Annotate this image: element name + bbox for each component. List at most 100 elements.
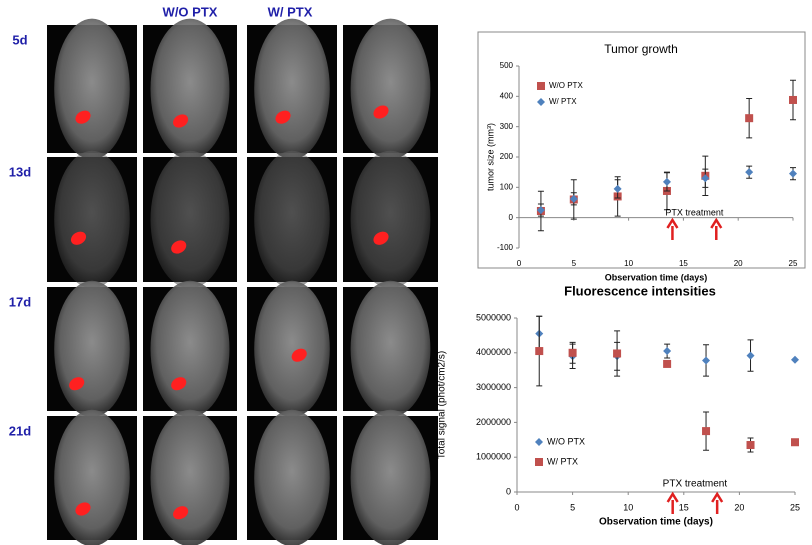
data-point	[746, 351, 755, 360]
data-point	[791, 438, 799, 447]
data-point	[536, 206, 545, 215]
fluorescence-spot	[291, 348, 307, 362]
mouse-body	[150, 409, 230, 545]
row-label: 13d	[9, 164, 31, 179]
data-point	[663, 347, 672, 356]
mouse-body	[254, 18, 330, 160]
fluorescence-spot	[70, 231, 87, 245]
mouse-body	[350, 18, 431, 160]
y-tick-label: 200	[500, 152, 514, 161]
y-tick-label: -100	[497, 243, 514, 252]
annotation: PTX treatment	[663, 479, 728, 490]
x-tick-label: 10	[624, 259, 633, 268]
x-tick-label: 5	[570, 502, 575, 512]
data-point	[702, 356, 711, 365]
mouse-body	[150, 18, 230, 160]
legend-marker	[535, 458, 543, 466]
data-point	[701, 174, 710, 183]
fluorescence-spot	[373, 105, 389, 119]
legend-marker	[537, 82, 545, 90]
y-tick-label: 100	[500, 182, 514, 191]
mouse-body	[54, 150, 130, 289]
fluorescence-spot	[171, 377, 187, 391]
mouse-body	[150, 280, 230, 418]
data-point	[662, 177, 671, 186]
mouse-body	[54, 280, 130, 418]
x-tick-label: 25	[789, 259, 798, 268]
x-tick-label: 0	[517, 259, 522, 268]
y-tick-label: 0	[509, 213, 514, 222]
x-tick-label: 15	[679, 502, 689, 512]
column-header: W/ PTX	[268, 4, 313, 19]
data-point	[745, 168, 754, 177]
mouse-body	[54, 409, 130, 545]
fluorescence-spot	[173, 506, 189, 520]
y-tick-label: 0	[506, 486, 511, 496]
legend-marker	[537, 98, 545, 106]
x-tick-label: 25	[790, 502, 800, 512]
fluorescence-spot	[373, 231, 389, 245]
data-point	[568, 348, 577, 357]
arrow	[666, 491, 679, 514]
chart-border	[477, 31, 806, 269]
data-point	[613, 184, 622, 193]
annotation: PTX treatment	[665, 207, 724, 217]
mouse-body	[150, 150, 230, 289]
y-axis-label: Total signal (phot/cm2/s)	[437, 351, 448, 459]
legend-marker	[535, 438, 543, 446]
y-tick-label: 500	[500, 61, 514, 70]
y-tick-label: 3000000	[476, 382, 511, 392]
mouse-body	[350, 409, 431, 545]
fluorescence-spot	[75, 110, 91, 124]
data-point	[746, 441, 755, 450]
y-tick-label: 1000000	[476, 452, 511, 462]
x-tick-label: 15	[679, 259, 688, 268]
fluorescence-spot	[171, 240, 187, 254]
x-axis-label: Observation time (days)	[605, 272, 708, 282]
data-point	[789, 169, 797, 178]
photo-grid	[47, 18, 438, 545]
data-point	[745, 114, 754, 123]
legend-label: W/O PTX	[547, 436, 585, 446]
arrow	[711, 491, 724, 514]
mouse-body	[254, 150, 330, 289]
arrow	[666, 217, 679, 240]
arrow	[710, 217, 723, 240]
x-tick-label: 20	[734, 259, 743, 268]
fluorescence-spot	[173, 114, 189, 128]
row-label: 21d	[9, 423, 31, 438]
data-point	[535, 347, 544, 356]
data-point	[702, 427, 711, 436]
fluorescence-spot	[275, 110, 291, 124]
row-label: 17d	[9, 294, 31, 309]
mouse-body	[54, 18, 130, 160]
x-tick-label: 20	[734, 502, 744, 512]
chart-title: Tumor growth	[604, 42, 678, 56]
column-header: W/O PTX	[163, 4, 218, 19]
mouse-body	[254, 280, 330, 418]
y-tick-label: 4000000	[476, 347, 511, 357]
mouse-body	[350, 280, 431, 418]
y-tick-label: 2000000	[476, 417, 511, 427]
fluorescence-spot	[75, 502, 91, 516]
fluorescence-spot	[69, 377, 85, 391]
data-point	[663, 359, 672, 368]
x-tick-label: 0	[514, 502, 519, 512]
y-tick-label: 5000000	[476, 312, 511, 322]
data-point	[791, 355, 799, 364]
y-tick-label: 400	[500, 91, 514, 100]
x-tick-label: 10	[623, 502, 633, 512]
mouse-body	[254, 409, 330, 545]
row-label: 5d	[12, 32, 27, 47]
data-point	[613, 349, 622, 358]
legend-label: W/ PTX	[549, 97, 577, 106]
y-tick-label: 300	[500, 122, 514, 131]
y-axis-label: tumor size (mm³)	[485, 123, 495, 191]
mouse-body	[350, 150, 431, 289]
legend-label: W/O PTX	[549, 81, 583, 90]
data-point	[569, 194, 578, 203]
legend-label: W/ PTX	[547, 456, 578, 466]
data-point	[789, 95, 797, 104]
